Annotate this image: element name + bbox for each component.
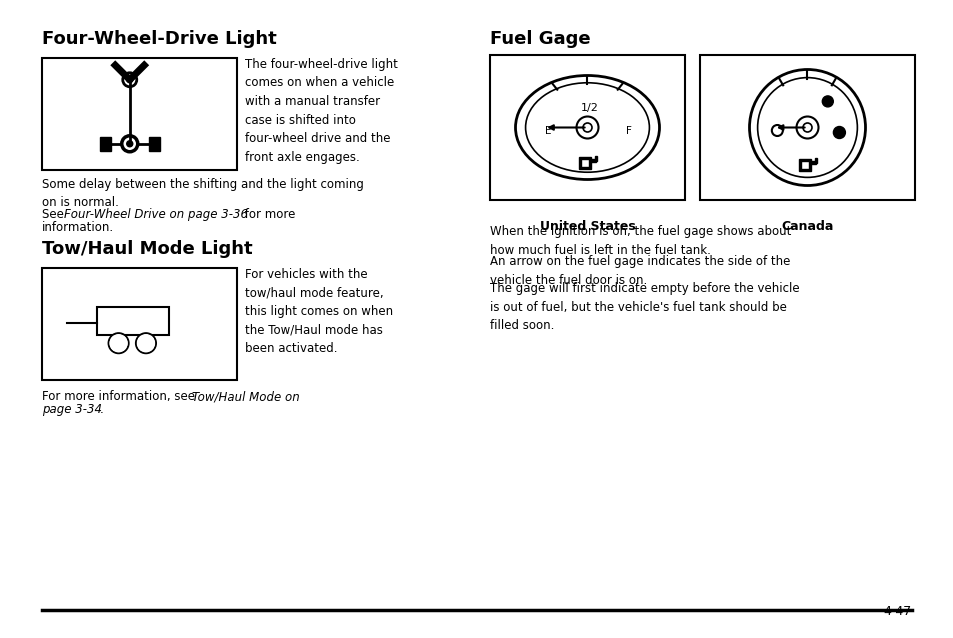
Circle shape: [582, 123, 592, 132]
Text: For more information, see: For more information, see: [42, 390, 198, 403]
Bar: [42, 58, 236, 170]
Bar: [811, 161, 816, 164]
Text: 4-47: 4-47: [882, 605, 911, 618]
Bar: [801, 161, 809, 169]
Text: Canada: Canada: [781, 220, 833, 233]
Bar: [799, 160, 811, 171]
Circle shape: [771, 125, 782, 136]
Text: See: See: [42, 208, 68, 221]
Text: United States: United States: [539, 220, 635, 233]
Text: An arrow on the fuel gage indicates the side of the
vehicle the fuel door is on.: An arrow on the fuel gage indicates the …: [490, 255, 789, 286]
Bar: [42, 268, 236, 380]
Text: The four-wheel-drive light
comes on when a vehicle
with a manual transfer
case i: The four-wheel-drive light comes on when…: [245, 58, 397, 163]
Text: F: F: [625, 126, 631, 137]
Bar: [97, 308, 169, 335]
Circle shape: [821, 96, 832, 107]
Text: E: E: [544, 126, 551, 137]
Text: information.: information.: [42, 221, 114, 234]
Bar: [815, 158, 817, 163]
Text: The gage will first indicate empty before the vehicle
is out of fuel, but the ve: The gage will first indicate empty befor…: [490, 282, 799, 332]
Text: When the ignition is on, the fuel gage shows about
how much fuel is left in the : When the ignition is on, the fuel gage s…: [490, 225, 791, 256]
Bar: [149, 137, 159, 151]
Bar: [578, 157, 591, 169]
Text: .: .: [100, 403, 104, 416]
Circle shape: [127, 141, 132, 147]
Text: Four-Wheel-Drive Light: Four-Wheel-Drive Light: [42, 30, 276, 48]
Text: page 3-34: page 3-34: [42, 403, 102, 416]
Bar: [581, 159, 589, 167]
Bar: [490, 55, 684, 200]
Text: For vehicles with the
tow/haul mode feature,
this light comes on when
the Tow/Ha: For vehicles with the tow/haul mode feat…: [245, 268, 393, 355]
Bar: [591, 159, 596, 162]
Text: for more: for more: [241, 208, 295, 221]
Circle shape: [802, 123, 811, 132]
Bar: [595, 156, 597, 161]
Text: Some delay between the shifting and the light coming
on is normal.: Some delay between the shifting and the …: [42, 178, 363, 209]
Circle shape: [796, 117, 818, 138]
Circle shape: [110, 335, 127, 352]
Text: Tow/Haul Mode on: Tow/Haul Mode on: [192, 390, 299, 403]
Text: Fuel Gage: Fuel Gage: [490, 30, 590, 48]
Circle shape: [137, 335, 154, 352]
Circle shape: [127, 77, 132, 83]
Text: Four-Wheel Drive on page 3-36: Four-Wheel Drive on page 3-36: [64, 208, 248, 221]
Text: Tow/Haul Mode Light: Tow/Haul Mode Light: [42, 240, 253, 258]
Text: 1/2: 1/2: [580, 103, 598, 113]
Bar: [700, 55, 914, 200]
Circle shape: [833, 126, 844, 138]
Bar: [100, 137, 111, 151]
Circle shape: [576, 117, 598, 138]
